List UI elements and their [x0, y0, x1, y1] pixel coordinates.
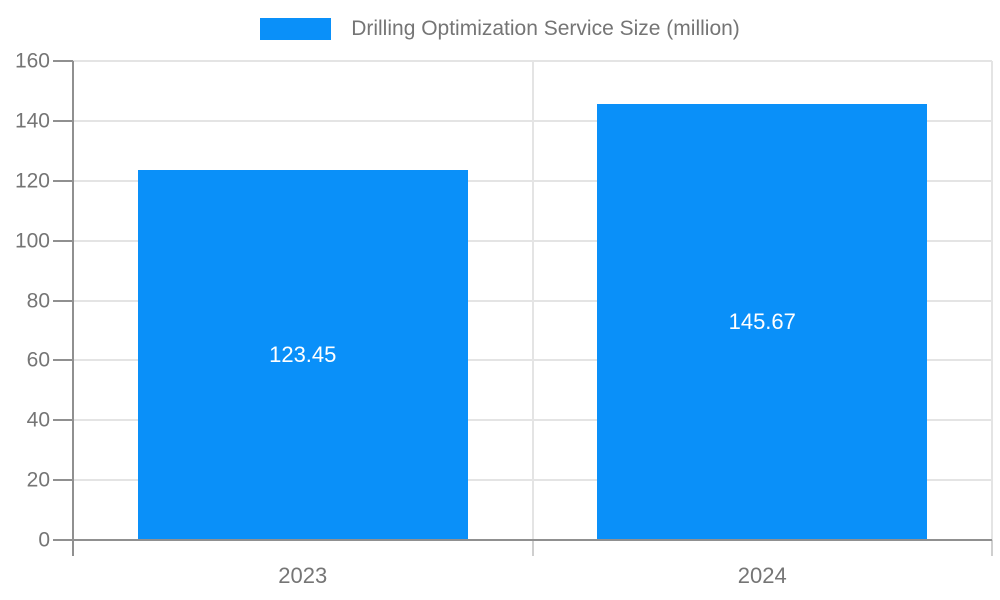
y-axis-tick [53, 179, 73, 182]
y-tick-label: 20 [26, 468, 50, 492]
x-axis-line [53, 539, 992, 541]
x-tick-label: 2023 [278, 563, 328, 588]
y-tick-label: 60 [26, 348, 50, 372]
y-tick-label: 120 [14, 169, 50, 193]
bar-2023[interactable] [137, 170, 468, 540]
x-axis-tick [531, 540, 534, 556]
y-axis-tick [53, 479, 73, 482]
gridline-vertical [991, 61, 993, 540]
y-axis-tick [53, 239, 73, 242]
y-axis-tick [53, 60, 73, 62]
x-axis-tick [991, 540, 993, 556]
y-axis-tick [53, 419, 73, 422]
legend-item[interactable]: Drilling Optimization Service Size (mill… [0, 17, 1000, 41]
legend-swatch [260, 18, 332, 40]
y-tick-label: 100 [14, 229, 50, 253]
y-axis-line [72, 61, 74, 556]
x-tick-label: 2024 [737, 563, 787, 588]
y-tick-label: 80 [26, 289, 50, 312]
y-tick-label: 140 [14, 109, 50, 133]
y-tick-label: 160 [14, 49, 50, 73]
y-axis-tick [53, 359, 73, 362]
gridline-vertical [531, 61, 534, 540]
bar-2024[interactable] [597, 103, 928, 540]
legend-label: Drilling Optimization Service Size (mill… [351, 17, 740, 40]
y-axis-tick [53, 299, 73, 302]
y-tick-label: 0 [38, 528, 50, 552]
bar-value-label: 145.67 [728, 308, 796, 334]
bar-value-label: 123.45 [269, 342, 337, 368]
y-axis-tick [53, 119, 73, 122]
y-tick-label: 40 [26, 408, 50, 432]
